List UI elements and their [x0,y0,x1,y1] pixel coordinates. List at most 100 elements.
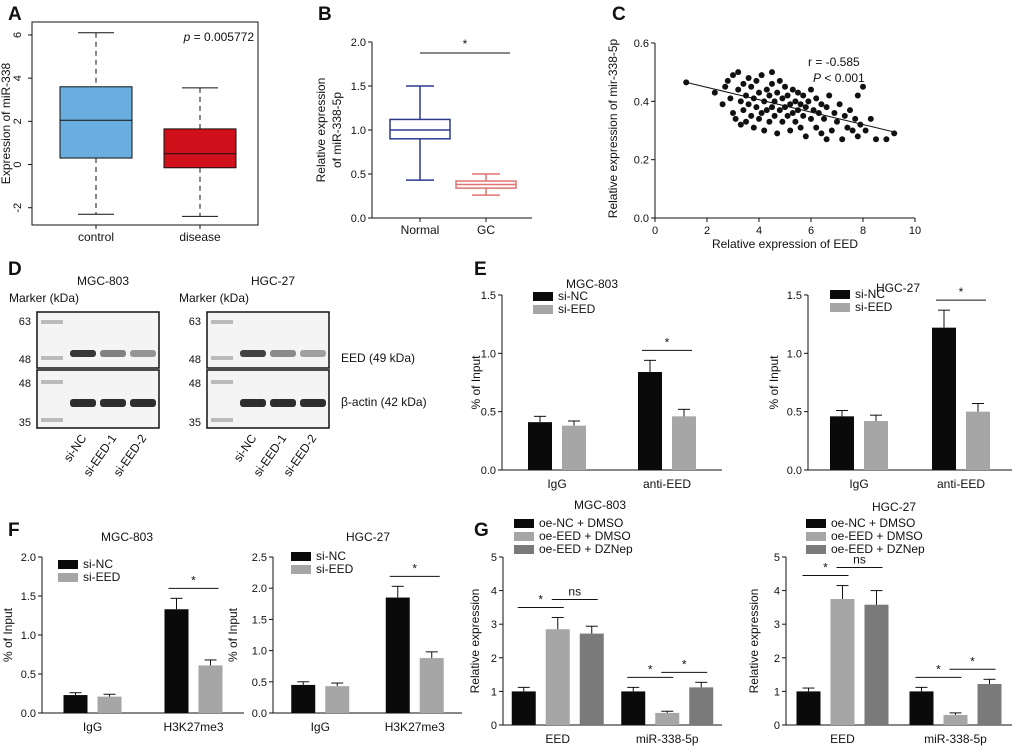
data-point [727,95,734,102]
bar-oe-nc-dmso [909,691,934,725]
significance-label: * [936,662,941,676]
data-point [766,92,773,99]
data-point [730,72,736,79]
data-point [758,110,765,116]
actin-band [270,399,296,407]
bar-oe-eed-dznep [579,633,604,725]
legend-label: oe-NC + DMSO [539,516,623,530]
bar-oe-eed-dmso [655,712,680,725]
x-tick-label: miR-338-5p [636,732,699,746]
legend-label: si-EED [83,570,121,584]
correlation-r: r = -0.585 [808,55,860,69]
y-axis-label-line2: of miR-338-5p [330,92,344,168]
bar-si-nc [385,597,410,713]
bar-si-eed [419,658,444,713]
data-point [740,107,747,114]
y-tick-label: 1.5 [21,591,36,603]
box-disease [163,128,237,169]
panel-g-hgc27: 0 1 2 3 4 5 Relative expression HGC-27 EED miR-33… [747,500,1012,746]
data-point [823,104,830,111]
data-point [784,112,791,119]
legend-label: si-NC [83,557,113,571]
data-point [776,77,783,84]
x-tick-label: IgG [547,477,566,491]
data-point [808,86,814,93]
y-axis-label: Expression of miR-338 [0,62,13,184]
chart-title: HGC-27 [872,500,916,514]
y-axis-label-line1: Relative expression [314,78,328,183]
data-point [763,107,770,114]
y-tick-label: -2 [12,203,24,213]
data-point [883,136,890,143]
fit-line [686,81,895,133]
data-point [839,136,846,143]
marker-48: 48 [189,354,201,366]
data-point [854,92,861,99]
data-point [779,95,786,102]
data-point [795,107,801,114]
y-tick-label: 3 [491,619,497,631]
eed-band [70,350,96,357]
panel-e-hgc27: 0.0 0.5 1.0 1.5 % of Input HGC-27 IgG anti-EED s… [767,281,1012,491]
marker-48: 48 [19,378,31,390]
panel-label-c: C [612,4,626,25]
panel-e-mgc803: 0.0 0.5 1.0 1.5 % of Input MGC-803 IgG anti-EED… [469,277,722,491]
x-tick-label: disease [179,230,221,244]
bar-oe-eed-dznep [864,604,889,725]
eed-band [270,350,296,357]
data-point [831,110,838,116]
legend-swatch [533,292,553,301]
data-point [849,127,856,134]
eed-band [300,350,326,357]
bar-si-eed [562,425,586,470]
bar-oe-eed-dmso [545,629,570,725]
data-point [748,83,755,90]
p-value-annotation: p = 0.005772 [183,30,255,44]
y-tick-label: 0.2 [634,155,649,167]
panel-f-mgc803: 0.0 0.5 1.0 1.5 2.0 % of Input MGC-803 IgG H3K27… [1,530,244,734]
bar-si-nc [830,416,854,470]
bar-si-nc [638,372,662,470]
y-tick-label: 0.6 [634,38,649,50]
data-point [784,92,791,99]
legend-swatch [291,552,311,561]
panel-b: 0.0 0.5 1.0 1.5 2.0 Relative expression of miR… [314,37,532,237]
y-axis-label: % of Input [1,607,15,662]
data-point [735,86,742,93]
blot-title: MGC-803 [77,274,129,288]
y-tick-label: 1.0 [21,630,36,642]
legend-label: si-EED [316,562,354,576]
data-point [750,124,757,131]
data-point [787,127,794,134]
data-point [818,101,825,108]
ladder-band [211,380,233,384]
marker-48: 48 [189,378,201,390]
data-point [769,104,775,111]
significance-label: * [191,573,196,587]
data-point [828,127,835,134]
actin-band [240,399,266,407]
x-tick-label: H3K27me3 [385,720,445,734]
legend-swatch [533,305,553,314]
x-tick-label: 2 [704,225,710,237]
legend-swatch [806,532,826,541]
ladder-band [41,320,63,324]
legend-label: si-NC [855,287,885,301]
y-tick-label: 2.0 [252,583,267,595]
legend-swatch [830,303,850,312]
data-point [797,124,804,131]
y-tick-label: 1 [491,686,497,698]
legend-swatch [806,545,826,554]
marker-35: 35 [189,417,201,429]
chart-title: MGC-803 [566,277,618,291]
panel-label-d: D [8,259,22,280]
data-point [774,89,781,96]
data-point [810,107,817,114]
data-point [813,95,820,102]
data-point [841,112,848,119]
y-tick-label: 6 [12,32,24,38]
y-axis-label: % of Input [767,355,781,410]
actin-band [300,399,326,407]
data-point [745,101,752,108]
legend-swatch [291,565,311,574]
